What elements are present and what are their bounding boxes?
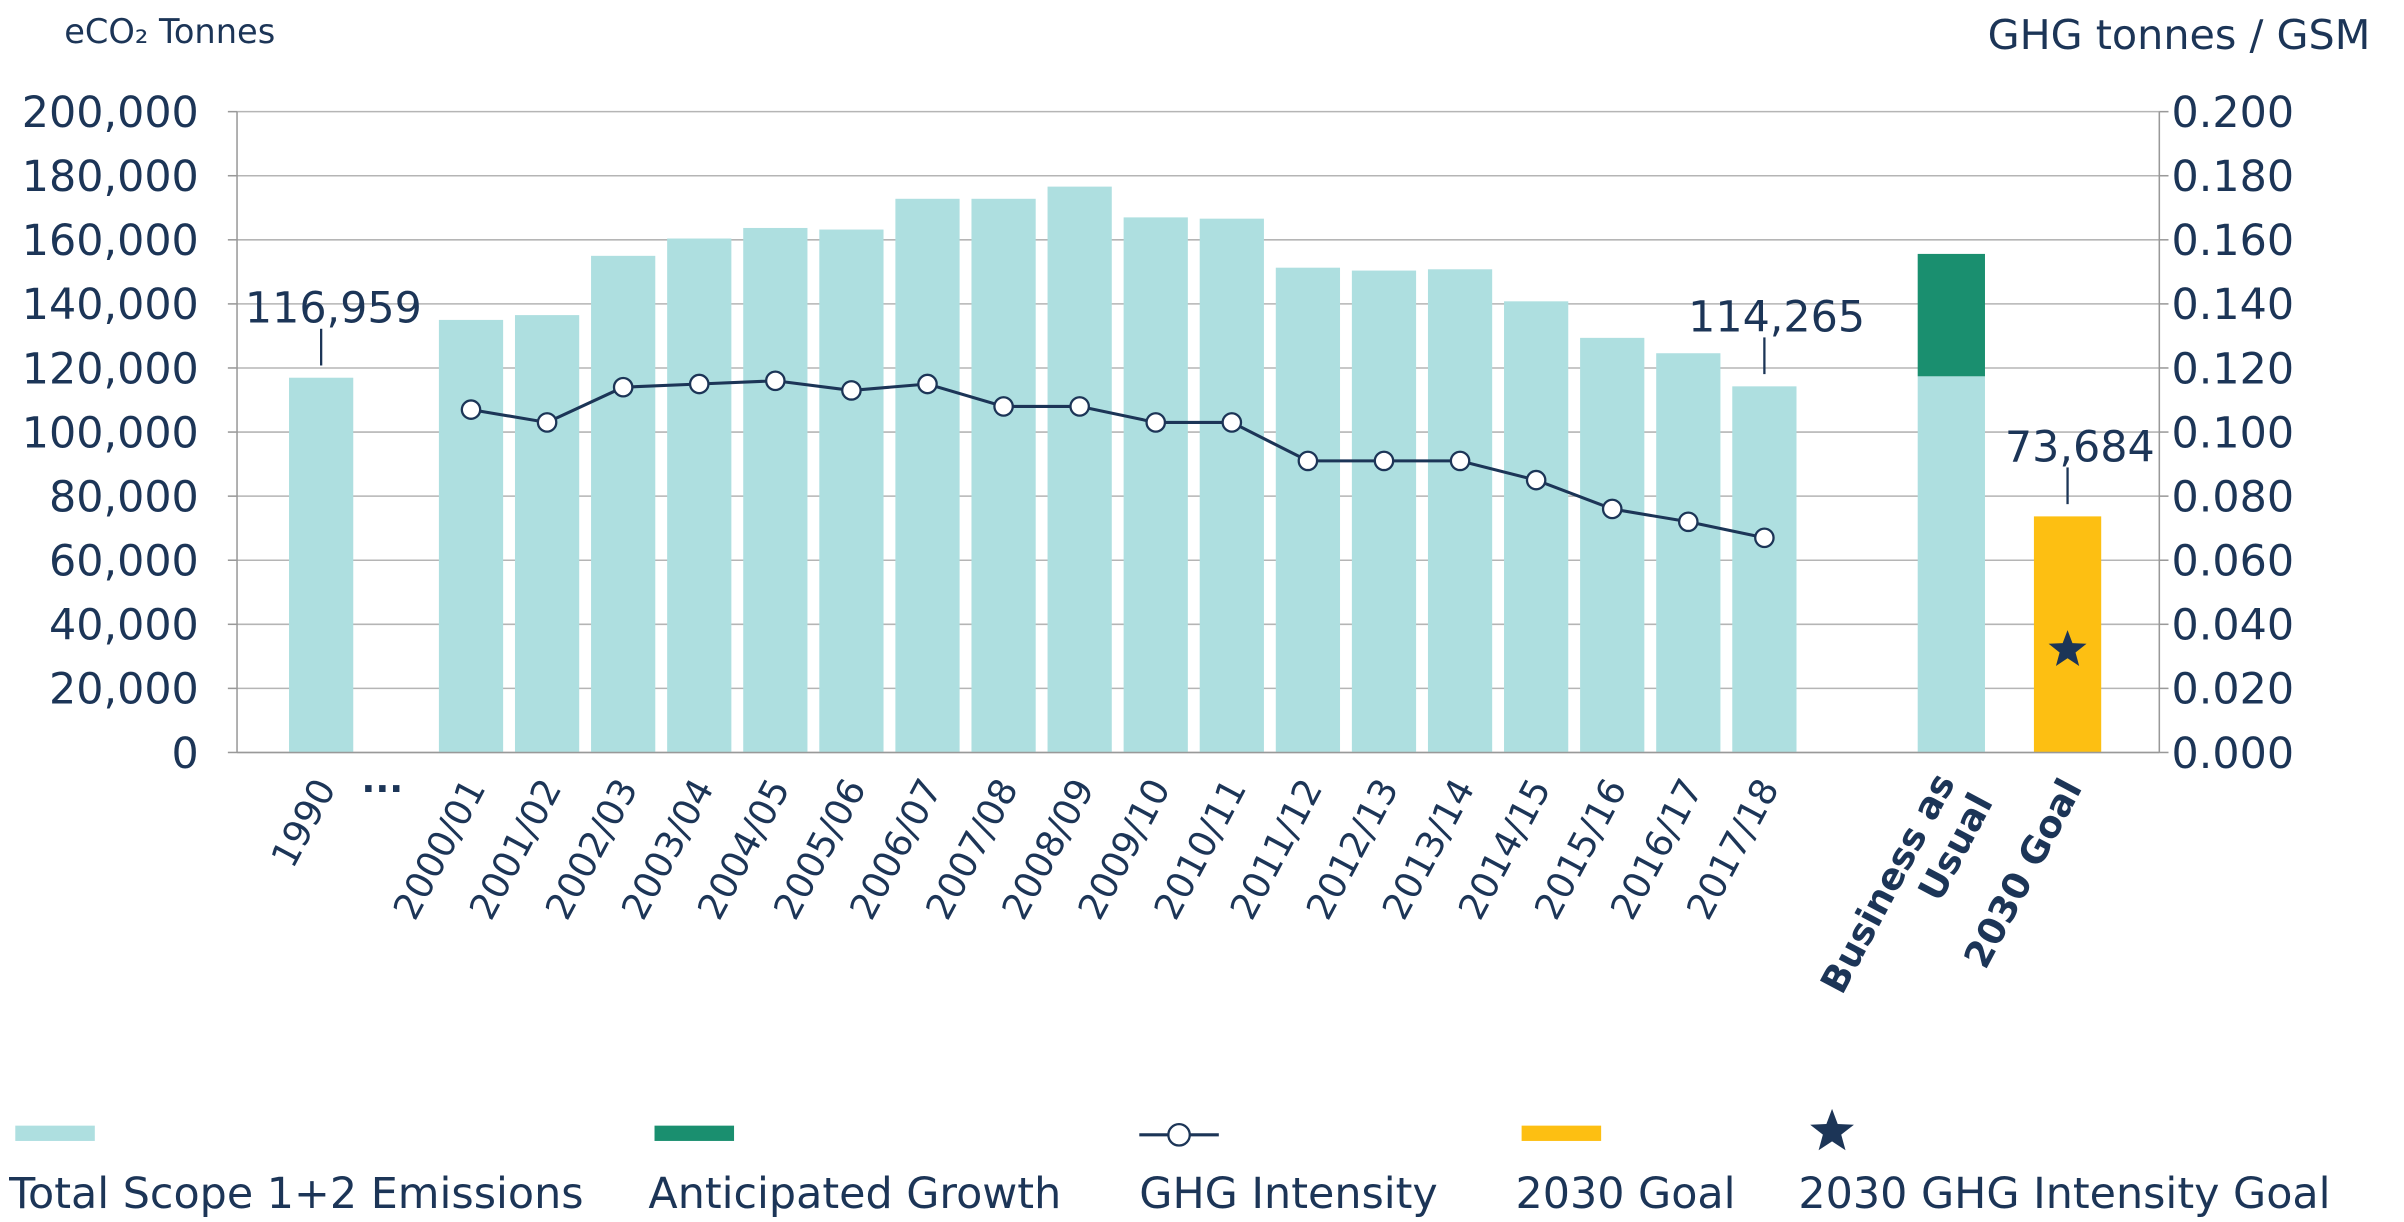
y-axis-title: eCO₂ Tonnes xyxy=(64,12,275,51)
intensity-point xyxy=(1069,396,1090,417)
intensity-point xyxy=(765,370,786,392)
intensity-point xyxy=(688,373,710,395)
bar xyxy=(514,315,580,753)
y2-tick-label: 0.080 xyxy=(2172,472,2295,522)
legend-label: 2030 GHG Intensity Goal xyxy=(1798,1169,2330,1219)
bar xyxy=(1199,218,1264,753)
bar xyxy=(743,227,808,753)
intensity-point xyxy=(1601,498,1623,520)
intensity-point xyxy=(1754,527,1775,549)
legend-swatch xyxy=(1521,1125,1602,1141)
y-tick-label: 120,000 xyxy=(22,344,199,394)
bar xyxy=(667,238,732,753)
bar xyxy=(1427,269,1493,753)
y-tick-label: 80,000 xyxy=(49,472,199,522)
bar xyxy=(591,255,656,753)
x-tick-label: Business asUsual xyxy=(1812,766,2002,1020)
intensity-point xyxy=(993,396,1014,417)
y-tick-label: 180,000 xyxy=(22,152,199,202)
y2-tick-label: 0.040 xyxy=(2172,601,2295,651)
intensity-point xyxy=(841,380,862,401)
legend-label: GHG Intensity xyxy=(1139,1169,1437,1219)
bar xyxy=(1047,186,1112,753)
y2-tick-label: 0.180 xyxy=(2172,152,2295,202)
y2-tick-label: 0.140 xyxy=(2172,280,2295,330)
legend-swatch xyxy=(15,1125,95,1141)
bar xyxy=(1732,386,1797,753)
intensity-point xyxy=(1373,450,1395,472)
y2-tick-label: 0.020 xyxy=(2172,665,2295,715)
bar xyxy=(1351,270,1417,753)
bar xyxy=(971,198,1036,753)
intensity-point xyxy=(612,376,634,398)
intensity-point xyxy=(460,399,482,420)
intensity-point xyxy=(1297,450,1319,472)
y-tick-label: 140,000 xyxy=(22,280,199,330)
value-label: 73,684 xyxy=(2005,422,2155,472)
y-tick-label: 200,000 xyxy=(22,88,199,138)
y-tick-label: 100,000 xyxy=(22,408,199,458)
x-tick-label: ... xyxy=(361,758,403,801)
bar xyxy=(289,377,354,753)
bar xyxy=(1580,337,1645,753)
bar xyxy=(1504,301,1569,753)
bar xyxy=(1275,267,1341,753)
intensity-point xyxy=(1677,511,1699,533)
y2-tick-label: 0.060 xyxy=(2172,537,2295,587)
value-label: 114,265 xyxy=(1688,292,1865,342)
y-tick-label: 160,000 xyxy=(22,216,199,266)
y2-tick-label: 0.100 xyxy=(2172,408,2295,458)
y2-tick-label: 0.120 xyxy=(2172,344,2295,394)
y-tick-label: 60,000 xyxy=(49,537,199,587)
bar xyxy=(819,229,884,753)
y2-tick-label: 0.000 xyxy=(2172,729,2295,779)
bar xyxy=(1123,217,1188,753)
y2-axis-title: GHG tonnes / GSM xyxy=(1988,11,2371,59)
intensity-goal-star xyxy=(2048,630,2087,667)
y-tick-label: 40,000 xyxy=(49,601,199,651)
bar xyxy=(1917,253,1985,377)
y2-tick-label: 0.200 xyxy=(2172,88,2295,138)
intensity-point xyxy=(1145,412,1167,433)
legend-swatch xyxy=(654,1125,735,1141)
y-tick-label: 20,000 xyxy=(49,665,199,715)
intensity-point xyxy=(917,373,938,395)
bar xyxy=(438,319,504,753)
bar xyxy=(895,198,960,753)
bar xyxy=(1656,353,1721,753)
legend-label: 2030 Goal xyxy=(1515,1169,1735,1219)
y2-tick-label: 0.160 xyxy=(2172,216,2295,266)
intensity-line xyxy=(470,379,1765,540)
intensity-point xyxy=(1525,469,1547,491)
intensity-point xyxy=(536,412,558,433)
intensity-point xyxy=(1449,450,1471,472)
bar xyxy=(1917,376,1985,753)
x-tick-label: 1990 xyxy=(263,772,345,875)
legend-label: Total Scope 1+2 Emissions xyxy=(8,1169,583,1219)
legend-swatch xyxy=(1167,1122,1191,1147)
y-tick-label: 0 xyxy=(172,729,199,779)
value-label: 116,959 xyxy=(245,284,422,334)
legend-swatch xyxy=(1810,1108,1854,1151)
legend-label: Anticipated Growth xyxy=(648,1169,1061,1219)
intensity-point xyxy=(1221,412,1243,433)
